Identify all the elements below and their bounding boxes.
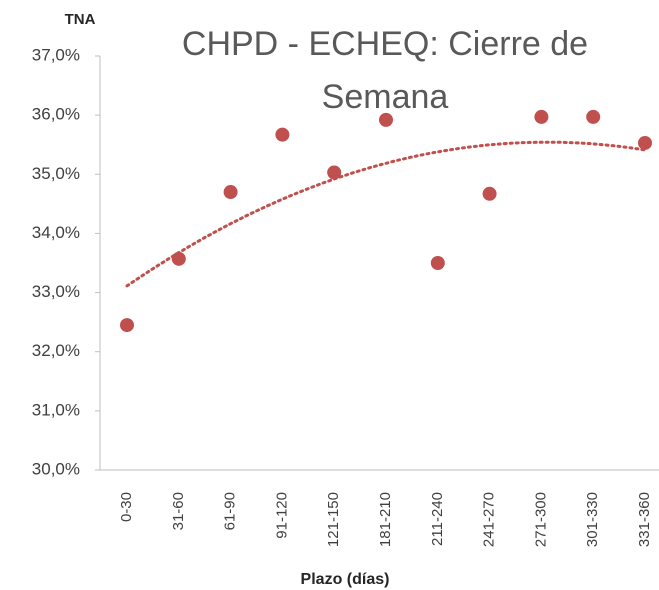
y-tick-label: 33,0% <box>32 282 80 301</box>
data-point <box>327 165 342 180</box>
x-tick-label: 91-120 <box>273 492 290 539</box>
y-tick-label: 35,0% <box>32 164 80 183</box>
x-tick-label: 301-330 <box>584 492 601 547</box>
y-tick-label: 34,0% <box>32 223 80 242</box>
data-point <box>586 109 601 124</box>
x-tick-label: 211-240 <box>429 492 446 546</box>
data-point <box>171 251 186 266</box>
data-point <box>120 318 134 333</box>
x-tick-label: 241-270 <box>481 492 498 547</box>
data-point <box>275 127 290 142</box>
x-tick-label: 121-150 <box>325 492 342 547</box>
y-tick-label: 37,0% <box>32 45 80 64</box>
y-axis-label: TNA <box>65 11 96 28</box>
x-tick-label: 61-90 <box>222 492 239 530</box>
x-tick-label: 31-60 <box>170 492 187 530</box>
data-point <box>482 186 497 201</box>
y-tick-label: 36,0% <box>32 105 80 124</box>
y-tick-label: 30,0% <box>32 459 80 478</box>
data-point <box>223 185 238 200</box>
data-point <box>638 135 652 150</box>
y-tick-label: 32,0% <box>32 341 80 360</box>
x-tick-label: 331-360 <box>636 492 653 547</box>
y-tick-label: 31,0% <box>32 400 80 419</box>
x-tick-label: 271-300 <box>532 492 549 547</box>
data-point <box>534 109 549 124</box>
trend-line <box>125 140 647 288</box>
chart-title: CHPD - ECHEQ: Cierre de Semana <box>181 25 589 116</box>
data-point <box>430 256 445 270</box>
x-tick-label: 181-210 <box>377 492 394 547</box>
x-axis-label: Plazo (días) <box>301 571 390 588</box>
data-point <box>379 112 393 127</box>
x-tick-label: 0-30 <box>118 492 135 522</box>
